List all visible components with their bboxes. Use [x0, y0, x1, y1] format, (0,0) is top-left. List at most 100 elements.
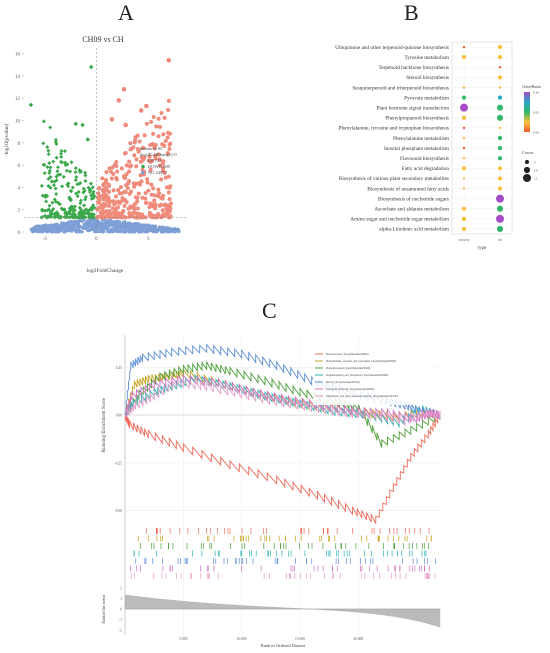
volcano-point-no [123, 225, 127, 230]
pathway-label: Phenylalanine, tyrosine and tryptophan b… [339, 126, 449, 132]
volcano-point-down [78, 198, 83, 203]
volcano-point-up [157, 124, 162, 129]
volcano-point-up [147, 154, 152, 159]
volcano-point-no [80, 230, 84, 234]
volcano-point-down [73, 166, 78, 171]
pathway-label: alpha-Linolenic acid metabolism [379, 227, 450, 233]
volcano-point-up [107, 203, 112, 208]
volcano-point-no [43, 228, 47, 232]
volcano-point-no [177, 229, 181, 234]
volcano-point-up [127, 211, 132, 216]
volcano-point-up [109, 176, 114, 181]
volcano-point-no [37, 224, 42, 228]
volcano-point-up [149, 182, 154, 187]
volcano-point-no [35, 230, 39, 234]
pathway-label: Sesquiterpenoid and triterpenoid biosynt… [352, 85, 449, 91]
volcano-point-no [85, 219, 90, 223]
volcano-point-no [101, 227, 105, 231]
es-line [124, 361, 441, 448]
volcano-point-down [91, 191, 96, 196]
volcano-point-up [161, 212, 166, 217]
y-tick-label: 4 [18, 186, 21, 191]
volcano-point-down [54, 141, 59, 146]
metric-tick-label: -1 [119, 618, 122, 622]
dot-point [462, 157, 466, 160]
volcano-point-up [124, 163, 129, 168]
legend-entry: Sesquiterpenoid_and_triterpenoid_biosynt… [326, 374, 388, 377]
volcano-point-up [118, 185, 123, 190]
volcano-point-up [161, 166, 166, 171]
dot-point [461, 115, 467, 120]
volcano-point-no [96, 229, 101, 234]
metric-tick-label: 0 [120, 608, 122, 612]
legend-marker [141, 158, 145, 163]
volcano-point-no [144, 224, 148, 229]
volcano-point-up [134, 181, 139, 186]
volcano-point-up [100, 205, 105, 210]
metric-tick-label: 2 [120, 587, 122, 591]
volcano-point-up [138, 108, 144, 113]
volcano-point-up [132, 210, 137, 215]
volcano-point-no [104, 224, 108, 228]
volcano-point-down [54, 155, 59, 160]
volcano-point-down [68, 169, 73, 174]
volcano-point-no [128, 229, 132, 233]
dot-point [462, 45, 466, 49]
volcano-point-up [100, 187, 105, 192]
volcano-point-up [132, 184, 137, 189]
dot-point [461, 216, 467, 221]
volcano-point-no [68, 225, 72, 230]
dot-point [460, 103, 468, 112]
y-axis-label: -log10(pvalue) [3, 123, 10, 156]
volcano-point-down [50, 200, 55, 205]
volcano-point-up [123, 122, 128, 128]
volcano-point-up [112, 163, 117, 168]
volcano-point-no [65, 226, 69, 230]
volcano-point-up [151, 115, 156, 120]
volcano-point-down [70, 204, 75, 209]
volcano-point-up [164, 206, 169, 211]
volcano-point-down [44, 199, 49, 204]
gsea-plot: 0.25 0.00 -0.25 -0.50 Running Enrichment Sco… [101, 335, 441, 648]
volcano-point-down [73, 170, 78, 175]
volcano-point-down [59, 154, 64, 159]
volcano-point-down [70, 185, 75, 190]
volcano-point-no [105, 227, 109, 231]
volcano-point-no [159, 227, 163, 231]
size-tick-label: 5 [534, 161, 536, 165]
volcano-point-no [162, 226, 166, 230]
volcano-point-up [100, 176, 105, 181]
volcano-point-down [46, 148, 51, 153]
legend-marker [141, 164, 145, 169]
volcano-point-down [55, 169, 60, 174]
volcano-point-up [149, 120, 154, 125]
volcano-point-no [108, 222, 112, 226]
volcano-point-no [119, 229, 123, 233]
dot-point [497, 75, 503, 80]
y-axis-label: Running Enrichment Score [102, 397, 107, 452]
volcano-point-down [67, 209, 72, 214]
es-line [124, 377, 441, 427]
dot-point [462, 187, 466, 190]
volcano-point-up [145, 177, 150, 182]
volcano-point-no [112, 220, 116, 224]
dot-point [462, 86, 466, 89]
volcano-point-up [113, 194, 118, 199]
volcano-point-up [95, 195, 100, 200]
dot-point [462, 177, 466, 180]
volcano-point-down [76, 190, 81, 194]
volcano-point-up [123, 151, 128, 156]
pathway-label: Plant hormone signal transduction [376, 105, 449, 111]
volcano-point-no [122, 228, 127, 233]
volcano-point-up [159, 110, 164, 115]
volcano-point-up [109, 117, 115, 122]
volcano-point-down [85, 137, 91, 142]
volcano-point-no [139, 224, 143, 228]
volcano-point-up [166, 213, 171, 218]
volcano-point-up [136, 191, 141, 196]
volcano-point-up [100, 208, 105, 213]
volcano-point-up [140, 215, 145, 220]
volcano-point-no [31, 229, 35, 233]
dot-point [497, 176, 503, 181]
volcano-point-down [74, 175, 79, 180]
